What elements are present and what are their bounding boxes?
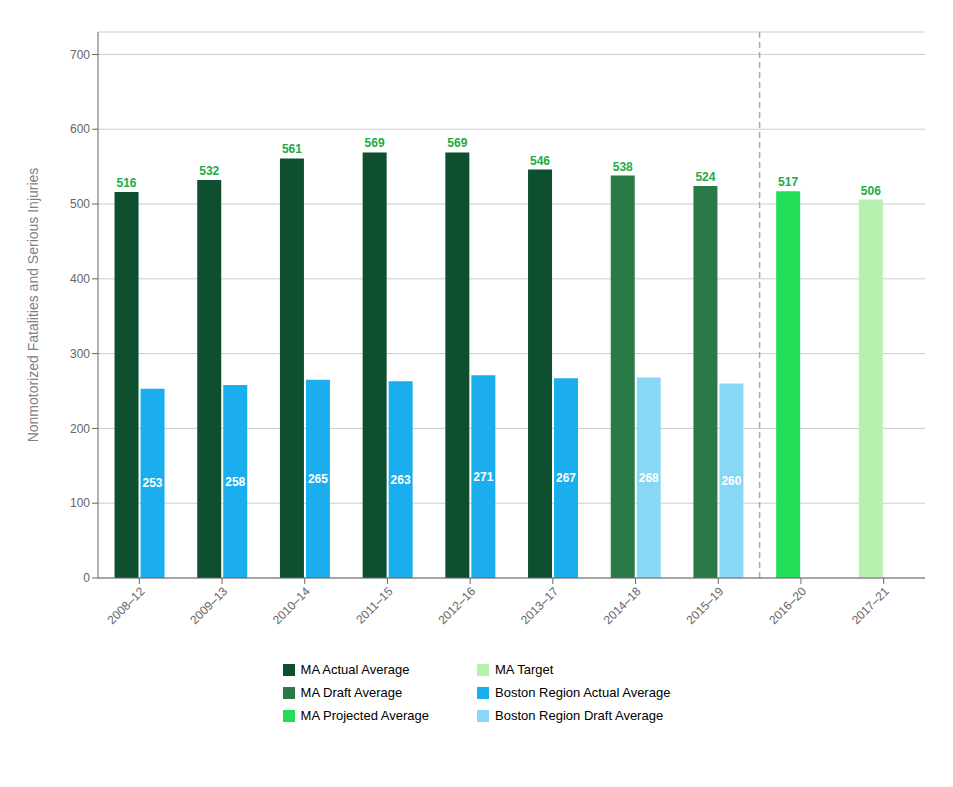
svg-text:506: 506: [861, 184, 881, 198]
svg-text:600: 600: [70, 122, 90, 136]
svg-text:263: 263: [391, 473, 411, 487]
svg-text:300: 300: [70, 347, 90, 361]
svg-text:538: 538: [613, 160, 633, 174]
svg-text:100: 100: [70, 496, 90, 510]
svg-text:2014–18: 2014–18: [601, 584, 644, 627]
svg-text:569: 569: [447, 136, 467, 150]
svg-text:2016–20: 2016–20: [766, 584, 809, 627]
svg-text:532: 532: [199, 164, 219, 178]
svg-text:400: 400: [70, 272, 90, 286]
svg-text:524: 524: [695, 170, 715, 184]
html-text:MA Actual Average: MA Actual Average: [300, 662, 410, 677]
svg-text:2015–19: 2015–19: [683, 584, 726, 627]
svg-text:2009–13: 2009–13: [187, 584, 230, 627]
svg-text:2012–16: 2012–16: [435, 584, 478, 627]
svg-text:0: 0: [83, 571, 90, 585]
html-text:MA Draft Average: MA Draft Average: [300, 685, 403, 700]
svg-text:267: 267: [556, 471, 576, 485]
svg-text:265: 265: [308, 472, 328, 486]
svg-text:569: 569: [365, 136, 385, 150]
svg-text:258: 258: [225, 475, 245, 489]
svg-text:2013–17: 2013–17: [518, 584, 561, 627]
svg-text:Nonmotorized Fatalities and Se: Nonmotorized Fatalities and Serious Inju…: [25, 168, 41, 443]
svg-text:516: 516: [117, 176, 137, 190]
svg-text:2011–15: 2011–15: [353, 584, 396, 627]
svg-text:271: 271: [473, 470, 493, 484]
svg-text:500: 500: [70, 197, 90, 211]
html-text:MA Target: MA Target: [495, 662, 554, 677]
html-text:Boston Region Actual Average: Boston Region Actual Average: [495, 685, 671, 700]
html-text:MA Projected Average: MA Projected Average: [300, 708, 429, 723]
svg-text:2017–21: 2017–21: [849, 584, 892, 627]
svg-text:200: 200: [70, 422, 90, 436]
svg-text:268: 268: [639, 471, 659, 485]
svg-text:2008–12: 2008–12: [105, 584, 148, 627]
svg-text:260: 260: [721, 474, 741, 488]
html-text:Boston Region Draft Average: Boston Region Draft Average: [495, 708, 664, 723]
svg-text:700: 700: [70, 48, 90, 62]
svg-text:253: 253: [143, 476, 163, 490]
svg-text:2010–14: 2010–14: [270, 584, 313, 627]
svg-text:561: 561: [282, 142, 302, 156]
svg-text:517: 517: [778, 175, 798, 189]
svg-text:546: 546: [530, 154, 550, 168]
